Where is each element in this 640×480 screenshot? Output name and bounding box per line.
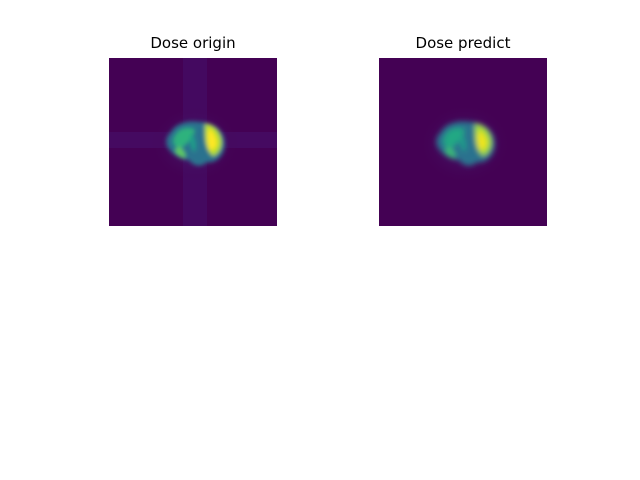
dose-origin-title: Dose origin [150,34,236,52]
dose-predict-image [379,58,547,226]
dose-predict-title: Dose predict [415,34,511,52]
dose-origin-panel: Dose origin [109,34,277,226]
dose-origin-image [109,58,277,226]
dose-predict-panel: Dose predict [379,34,547,226]
